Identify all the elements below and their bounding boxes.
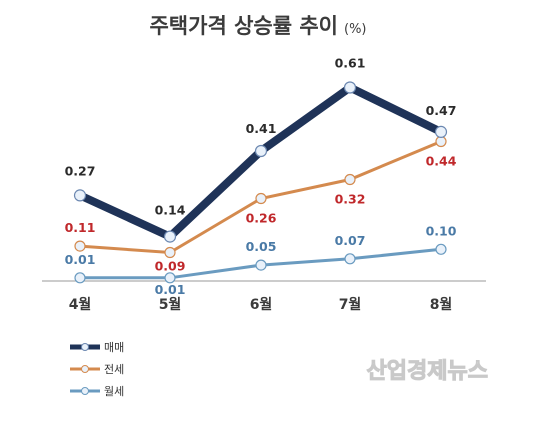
- data-label: 0.47: [426, 103, 457, 118]
- x-tick-labels: 4월 5월 6월 7월 8월: [69, 296, 453, 313]
- data-label: 0.09: [155, 259, 186, 274]
- data-point: [255, 192, 267, 205]
- data-labels: 0.27 0.14 0.41 0.61 0.47 0.11 0.09 0.26 0.32 0.44…: [65, 56, 457, 297]
- data-point: [434, 125, 448, 138]
- legend-label: 전세: [104, 363, 124, 376]
- data-label: 0.41: [246, 121, 277, 136]
- data-point: [254, 144, 268, 158]
- data-label: 0.32: [335, 192, 366, 207]
- data-point: [73, 189, 87, 202]
- data-label: 0.26: [246, 211, 277, 226]
- x-tick-label: 8월: [430, 296, 453, 313]
- legend-label: 월세: [104, 385, 124, 398]
- x-tick-label: 5월: [159, 296, 182, 313]
- series-group: [73, 81, 448, 284]
- data-point: [343, 81, 357, 94]
- legend-swatch-marker: [81, 343, 89, 351]
- data-point: [344, 173, 356, 186]
- data-label: 0.10: [426, 223, 457, 238]
- data-label: 0.07: [335, 233, 366, 248]
- data-point: [435, 135, 447, 148]
- legend-label: 매매: [104, 341, 124, 354]
- data-point: [344, 253, 356, 265]
- chart-title: 주택가격 상승률 추이 (%): [149, 14, 366, 38]
- x-tick-label: 4월: [69, 296, 92, 313]
- data-point: [164, 246, 176, 259]
- data-point: [74, 272, 86, 284]
- data-label: 0.01: [65, 252, 96, 267]
- data-point: [74, 240, 86, 252]
- data-label: 0.14: [155, 203, 186, 218]
- legend-swatch-marker: [81, 365, 89, 373]
- data-label: 0.05: [246, 239, 277, 254]
- data-label: 0.44: [426, 154, 457, 169]
- data-point: [435, 243, 447, 255]
- data-point: [164, 272, 176, 284]
- data-label: 0.27: [65, 163, 96, 178]
- watermark-text: 산업경제뉴스: [367, 359, 488, 384]
- data-label: 0.01: [155, 282, 186, 297]
- x-tick-label: 7월: [339, 296, 362, 313]
- data-point: [255, 259, 267, 271]
- data-label: 0.11: [65, 220, 96, 235]
- data-label: 0.61: [335, 56, 366, 71]
- legend-swatch-marker: [81, 387, 89, 395]
- x-tick-label: 6월: [250, 296, 273, 313]
- data-point: [163, 230, 177, 243]
